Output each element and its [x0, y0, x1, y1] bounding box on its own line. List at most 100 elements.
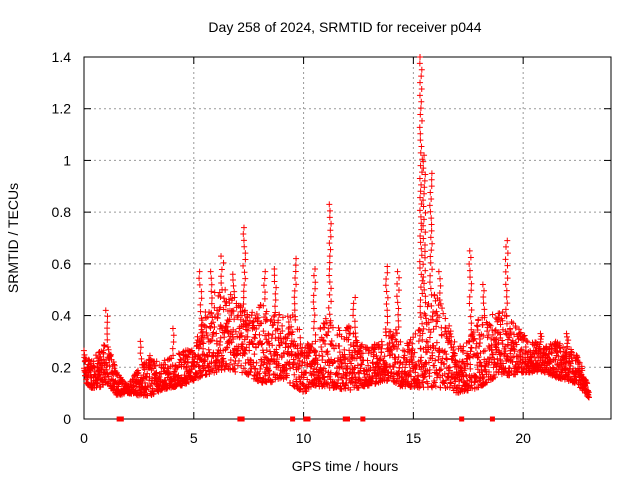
data-point [585, 394, 592, 401]
data-point [260, 302, 267, 309]
data-point [506, 334, 513, 341]
data-point [217, 293, 224, 300]
data-point [207, 325, 214, 332]
data-point [199, 328, 206, 335]
data-point [395, 317, 402, 324]
data-point [352, 379, 359, 386]
data-point [475, 316, 482, 323]
data-point [504, 262, 511, 269]
data-point [272, 335, 279, 342]
data-point [316, 352, 323, 359]
data-point [438, 366, 445, 373]
data-point [318, 334, 325, 341]
data-point [537, 336, 544, 343]
data-point [480, 300, 487, 307]
data-point [395, 305, 402, 312]
data-point [420, 325, 427, 332]
data-point [240, 237, 247, 244]
zero-data-point [290, 416, 296, 422]
data-point [258, 358, 265, 365]
data-point [296, 363, 303, 370]
data-point [328, 298, 335, 305]
data-point [496, 310, 503, 317]
data-point [211, 304, 218, 311]
data-point [564, 340, 571, 347]
data-point [384, 377, 391, 384]
data-point [433, 323, 440, 330]
data-point [428, 227, 435, 234]
data-point [479, 281, 486, 288]
data-point [90, 358, 97, 365]
data-point [236, 357, 243, 364]
data-point [390, 331, 397, 338]
data-point [170, 338, 177, 345]
data-point [440, 310, 447, 317]
data-point [437, 275, 444, 282]
data-point [249, 309, 256, 316]
data-point [208, 365, 215, 372]
data-point [267, 318, 274, 325]
data-point [253, 359, 260, 366]
data-point [474, 366, 481, 373]
data-point [300, 374, 307, 381]
data-point [247, 356, 254, 363]
data-point [327, 317, 334, 324]
data-point [364, 357, 371, 364]
data-point [249, 319, 256, 326]
data-point [241, 281, 248, 288]
data-point [292, 262, 299, 269]
data-point [232, 368, 239, 375]
data-point [215, 364, 222, 371]
data-point [565, 337, 572, 344]
data-point [421, 248, 428, 255]
data-point [326, 240, 333, 247]
data-point [320, 338, 327, 345]
data-point [276, 311, 283, 318]
data-point [153, 358, 160, 365]
data-point [422, 209, 429, 216]
data-point [435, 268, 442, 275]
data-point [241, 350, 248, 357]
data-point [466, 293, 473, 300]
data-point [343, 380, 350, 387]
data-point [480, 348, 487, 355]
data-point [224, 323, 231, 330]
data-point [258, 341, 265, 348]
data-point [296, 357, 303, 364]
data-point [352, 324, 359, 331]
data-point [252, 344, 259, 351]
data-point [275, 362, 282, 369]
zero-data-point [489, 416, 495, 422]
data-point [418, 98, 425, 105]
data-point [269, 331, 276, 338]
data-point [322, 315, 329, 322]
data-point [229, 271, 236, 278]
data-point [503, 320, 510, 327]
data-point [405, 342, 412, 349]
data-point [350, 312, 357, 319]
data-point [452, 357, 459, 364]
data-point [284, 335, 291, 342]
data-point [294, 345, 301, 352]
data-point [513, 341, 520, 348]
data-point [446, 322, 453, 329]
data-point [208, 275, 215, 282]
data-point [466, 338, 473, 345]
data-point [448, 333, 455, 340]
data-point [218, 352, 225, 359]
data-point [271, 272, 278, 279]
data-point [487, 322, 494, 329]
data-point [411, 349, 418, 356]
data-point [538, 333, 545, 340]
data-point [359, 341, 366, 348]
data-point [565, 370, 572, 377]
data-point [480, 332, 487, 339]
data-point [310, 325, 317, 332]
data-point [104, 325, 111, 332]
data-point [447, 379, 454, 386]
data-point [414, 376, 421, 383]
data-point [240, 224, 247, 231]
data-point [217, 334, 224, 341]
data-point [275, 317, 282, 324]
data-point [242, 275, 249, 282]
